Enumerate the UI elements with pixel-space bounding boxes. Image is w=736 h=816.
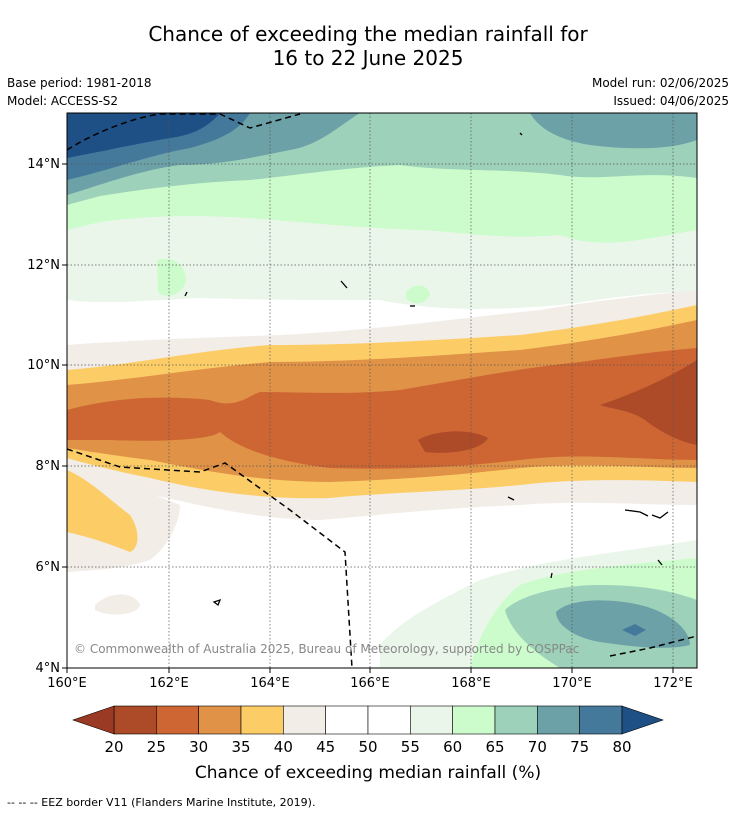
colorbar-label: Chance of exceeding median rainfall (%): [195, 763, 541, 783]
lon-label: 166°E: [350, 676, 390, 691]
island-marks: [184, 132, 669, 607]
colorbar-swatch: [283, 705, 326, 735]
rainfall-map-figure: 14°N 12°N 10°N 8°N 6°N 4°N 160°E 162°E 1…: [27, 112, 698, 783]
map-frame: [66, 112, 698, 669]
copyright-text: © Commonwealth of Australia 2025, Bureau…: [74, 642, 579, 656]
colorbar-tick-label: 30: [189, 738, 208, 756]
colorbar-tick-label: 75: [570, 738, 589, 756]
small-green-patch-2: [406, 285, 430, 304]
eez-border-lines: [66, 113, 698, 669]
rainfall-contours: [67, 113, 697, 668]
colorbar-swatch: [494, 705, 538, 735]
colorbar-tick-label: 55: [401, 738, 420, 756]
lon-label: 172°E: [653, 676, 693, 691]
se-band-70-75: [556, 600, 690, 648]
lat-label: 4°N: [36, 661, 61, 676]
colorbar-swatch: [410, 705, 453, 735]
colorbar-swatch: [579, 705, 623, 735]
colorbar-tick-label: 70: [528, 738, 547, 756]
axis-ticks: [62, 163, 674, 673]
colorbar-tick-label: 65: [485, 738, 504, 756]
lon-label: 170°E: [552, 676, 592, 691]
lat-label: 12°N: [27, 258, 60, 273]
colorbar-swatch: [367, 705, 411, 735]
lat-label: 14°N: [27, 157, 60, 172]
title-line-1: Chance of exceeding the median rainfall …: [148, 22, 588, 46]
colorbar-tick-label: 80: [612, 738, 631, 756]
lat-label: 8°N: [36, 459, 61, 474]
colorbar: [72, 705, 664, 735]
colorbar-tick-labels: 20 25 30 35 40 45 50 55 60 65 70 75 80: [104, 738, 631, 756]
small-green-patch: [157, 258, 186, 296]
model-run-text: Model run: 02/06/2025: [591, 76, 729, 90]
colorbar-swatch: [452, 705, 496, 735]
band-25-30: [67, 348, 697, 469]
lon-label: 168°E: [451, 676, 491, 691]
west-patch-40-45: [95, 594, 140, 615]
colorbar-tick-label: 35: [231, 738, 250, 756]
lon-label: 164°E: [250, 676, 290, 691]
lat-label: 10°N: [27, 358, 60, 373]
west-lobe-35-40: [67, 470, 138, 552]
lat-label: 6°N: [36, 560, 61, 575]
colorbar-tick-label: 25: [147, 738, 166, 756]
model-info: Base period: 1981-2018 Model: ACCESS-S2: [7, 74, 152, 110]
band-20-25: [418, 431, 488, 453]
title-line-2: 16 to 22 June 2025: [272, 46, 464, 70]
colorbar-under-arrow: [72, 705, 115, 735]
colorbar-tick-label: 20: [104, 738, 123, 756]
colorbar-swatch: [325, 705, 369, 735]
colorbar-swatch: [537, 705, 580, 735]
graticule: [67, 113, 697, 668]
colorbar-swatch: [240, 705, 284, 735]
issue-info: Model run: 02/06/2025 Issued: 04/06/2025: [592, 74, 729, 110]
band-75-80-east: [530, 113, 697, 149]
colorbar-swatch: [156, 705, 199, 735]
latitude-labels: 14°N 12°N 10°N 8°N 6°N 4°N: [27, 157, 60, 676]
se-band-75-80: [622, 624, 646, 636]
model-text: Model: ACCESS-S2: [7, 94, 119, 108]
colorbar-tick-label: 50: [358, 738, 377, 756]
lon-label: 162°E: [149, 676, 189, 691]
colorbar-swatch: [113, 705, 157, 735]
issued-text: Issued: 04/06/2025: [613, 94, 729, 108]
eez-footnote: -- -- -- EEZ border V11 (Flanders Marine…: [7, 796, 316, 809]
base-period-text: Base period: 1981-2018: [7, 76, 152, 90]
band-20-25-east: [600, 360, 697, 445]
colorbar-tick-label: 45: [316, 738, 335, 756]
colorbar-over-arrow: [621, 705, 664, 735]
colorbar-tick-label: 60: [443, 738, 462, 756]
band-deep-blue: [67, 113, 220, 158]
map-title: Chance of exceeding the median rainfall …: [0, 22, 736, 70]
lon-label: 160°E: [47, 676, 87, 691]
colorbar-tick-label: 40: [274, 738, 293, 756]
colorbar-swatch: [198, 705, 242, 735]
longitude-labels: 160°E 162°E 164°E 166°E 168°E 170°E 172°…: [47, 676, 693, 691]
